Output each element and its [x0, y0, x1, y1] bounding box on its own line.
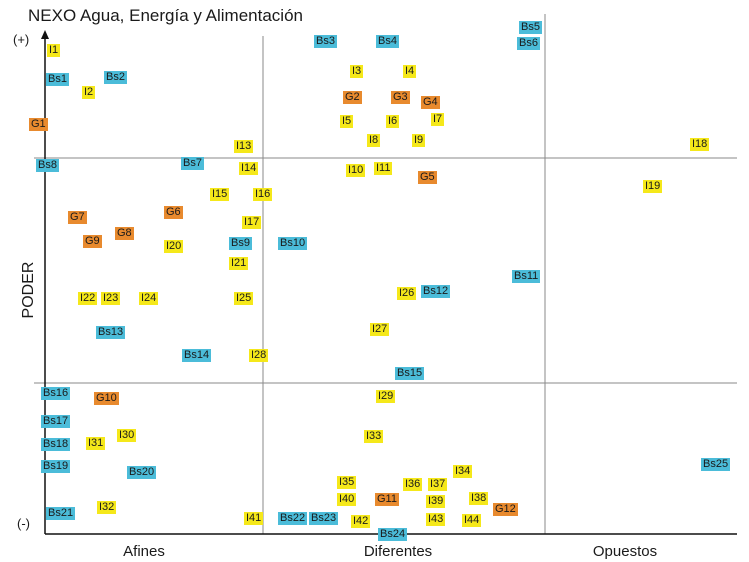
stakeholder-tag-bs25: Bs25: [701, 458, 731, 471]
stakeholder-tag-i29: I29: [376, 390, 396, 403]
stakeholder-tag-i18: I18: [690, 138, 710, 151]
stakeholder-tag-bs10: Bs10: [278, 237, 308, 250]
stakeholder-tag-bs18: Bs18: [41, 438, 71, 451]
stakeholder-tag-g8: G8: [115, 227, 134, 240]
x-category-diferentes: Diferentes: [364, 543, 432, 560]
stakeholder-tag-bs11: Bs11: [512, 270, 541, 283]
stakeholder-tag-bs19: Bs19: [41, 460, 71, 473]
stakeholder-tag-bs13: Bs13: [96, 326, 126, 339]
stakeholder-tag-i27: I27: [370, 323, 390, 336]
stakeholder-tag-bs23: Bs23: [309, 512, 339, 525]
stakeholder-tag-bs14: Bs14: [182, 349, 212, 362]
stakeholder-tag-bs21: Bs21: [46, 507, 76, 520]
stakeholder-tag-i28: I28: [249, 349, 269, 362]
stakeholder-tag-i37: I37: [428, 478, 448, 491]
stakeholder-tag-i40: I40: [337, 493, 357, 506]
stakeholder-tag-i25: I25: [234, 292, 254, 305]
stakeholder-tag-bs22: Bs22: [278, 512, 308, 525]
stakeholder-tag-i13: I13: [234, 140, 254, 153]
stakeholder-tag-g7: G7: [68, 211, 87, 224]
stakeholder-tag-bs5: Bs5: [519, 21, 542, 34]
stakeholder-tag-g1: G1: [29, 118, 48, 131]
stakeholder-tag-i39: I39: [426, 495, 446, 508]
stakeholder-tag-i10: I10: [346, 164, 366, 177]
x-category-opuestos: Opuestos: [593, 543, 657, 560]
stakeholder-tag-bs24: Bs24: [378, 528, 408, 541]
stakeholder-tag-i17: I17: [242, 216, 262, 229]
y-axis-bottom-label: (-): [17, 516, 30, 531]
stakeholder-tag-g5: G5: [418, 171, 437, 184]
stakeholder-tag-i22: I22: [78, 292, 98, 305]
stakeholder-tag-i20: I20: [164, 240, 184, 253]
stakeholder-tag-i32: I32: [97, 501, 117, 514]
stakeholder-tag-i19: I19: [643, 180, 663, 193]
stakeholder-tag-bs8: Bs8: [36, 159, 59, 172]
stakeholder-tag-g11: G11: [375, 493, 399, 506]
stakeholder-tag-i35: I35: [337, 476, 357, 489]
stakeholder-tag-i7: I7: [431, 113, 445, 126]
y-axis-label: PODER: [20, 262, 37, 319]
stakeholder-tag-i26: I26: [397, 287, 417, 300]
stakeholder-tag-i14: I14: [239, 162, 259, 175]
chart-title: NEXO Agua, Energía y Alimentación: [28, 6, 303, 25]
y-axis-arrow: [41, 30, 49, 39]
y-axis-top-label: (+): [13, 32, 29, 47]
stakeholder-tag-i33: I33: [364, 430, 384, 443]
stakeholder-tag-bs15: Bs15: [395, 367, 425, 380]
stakeholder-tag-bs7: Bs7: [181, 157, 204, 170]
stakeholder-tag-i3: I3: [350, 65, 364, 78]
stakeholder-tag-bs9: Bs9: [229, 237, 252, 250]
stakeholder-tag-g2: G2: [343, 91, 362, 104]
stakeholder-tag-i2: I2: [82, 86, 96, 99]
stakeholder-tag-i11: I11: [374, 162, 393, 175]
x-category-afines: Afines: [123, 543, 165, 560]
stakeholder-tag-bs1: Bs1: [46, 73, 69, 86]
stakeholder-tag-i34: I34: [453, 465, 473, 478]
stakeholder-tag-bs4: Bs4: [376, 35, 399, 48]
stakeholder-tag-i15: I15: [210, 188, 230, 201]
stakeholder-tag-bs12: Bs12: [421, 285, 451, 298]
stakeholder-tag-i4: I4: [403, 65, 417, 78]
stakeholder-tag-i23: I23: [101, 292, 121, 305]
stakeholder-tag-g12: G12: [493, 503, 518, 516]
stakeholder-tag-bs6: Bs6: [517, 37, 540, 50]
stakeholder-tag-g6: G6: [164, 206, 183, 219]
stakeholder-tag-bs3: Bs3: [314, 35, 337, 48]
stakeholder-tag-i16: I16: [253, 188, 273, 201]
stakeholder-tag-i44: I44: [462, 514, 482, 527]
stakeholder-tag-i5: I5: [340, 115, 354, 128]
stakeholder-tag-i38: I38: [469, 492, 489, 505]
stakeholder-tag-bs16: Bs16: [41, 387, 71, 400]
stakeholder-tag-g4: G4: [421, 96, 440, 109]
stakeholder-tag-g3: G3: [391, 91, 410, 104]
stakeholder-tag-i30: I30: [117, 429, 137, 442]
stakeholder-tag-i42: I42: [351, 515, 371, 528]
stakeholder-tag-i21: I21: [229, 257, 249, 270]
stakeholder-tag-i24: I24: [139, 292, 159, 305]
stakeholder-tag-i9: I9: [412, 134, 426, 147]
stakeholder-tag-i31: I31: [86, 437, 106, 450]
stakeholder-tag-g10: G10: [94, 392, 119, 405]
stakeholder-tag-bs2: Bs2: [104, 71, 127, 84]
stakeholder-tag-i8: I8: [367, 134, 381, 147]
stakeholder-tag-bs17: Bs17: [41, 415, 71, 428]
stakeholder-tag-i36: I36: [403, 478, 423, 491]
stakeholder-tag-i41: I41: [244, 512, 264, 525]
stakeholder-tag-bs20: Bs20: [127, 466, 157, 479]
stakeholder-tag-i1: I1: [47, 44, 61, 57]
stakeholder-tag-i43: I43: [426, 513, 446, 526]
stakeholder-tag-i6: I6: [386, 115, 400, 128]
stakeholder-tag-g9: G9: [83, 235, 102, 248]
